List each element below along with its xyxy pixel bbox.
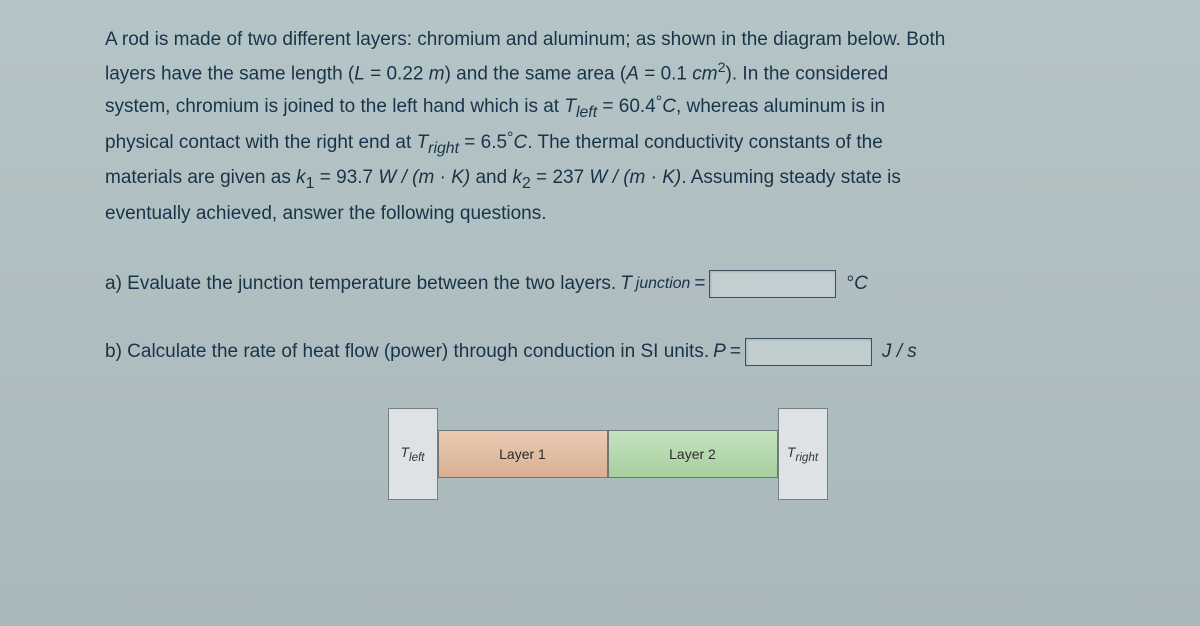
layer-1: Layer 1 [438, 430, 608, 478]
text-line1: A rod is made of two different layers: c… [105, 29, 945, 50]
problem-statement: A rod is made of two different layers: c… [105, 24, 1110, 230]
qb-unit: J / s [882, 341, 917, 363]
unit-C1: C [662, 96, 676, 117]
unit-L: m [423, 64, 444, 85]
qb-P-sym: P [713, 341, 726, 363]
text-line4b: . The thermal conductivity constants of … [527, 132, 883, 153]
text-line2b: ) and the same area ( [445, 64, 627, 85]
rod-diagram-inner: Tleft Layer 1 Layer 2 Tright [388, 408, 828, 500]
unit-k2: W / (m · K) [584, 167, 681, 188]
text-line5b: and [470, 167, 512, 188]
sym-L: L [354, 64, 365, 85]
text-line2c: ). In the considered [726, 64, 889, 85]
answer-input-b[interactable] [745, 338, 872, 366]
eq6: = [531, 167, 553, 188]
text-line5c: . Assuming steady state is [681, 167, 901, 188]
eq2: = [639, 64, 661, 85]
qa-text: a) Evaluate the junction temperature bet… [105, 273, 616, 295]
text-line4a: physical contact with the right end at [105, 132, 417, 153]
right-cap: Tright [778, 408, 828, 500]
answer-input-a[interactable] [709, 270, 836, 298]
val-k2: 237 [552, 167, 584, 188]
sub-Tright: right [428, 139, 459, 156]
sym-Tright: T [417, 132, 429, 153]
physics-problem-page: A rod is made of two different layers: c… [0, 0, 1200, 626]
deg1: ° [656, 93, 662, 111]
sub-k2: 2 [522, 175, 531, 192]
rod-diagram: Tleft Layer 1 Layer 2 Tright [105, 408, 1110, 500]
left-cap: Tleft [388, 408, 438, 500]
qa-unit: °C [846, 273, 867, 295]
val-Tright: 6.5 [481, 132, 507, 153]
eq5: = [314, 167, 336, 188]
val-L: 0.22 [386, 64, 423, 85]
text-line5a: materials are given as [105, 167, 296, 188]
sym-k2: k [512, 167, 522, 188]
qb-text: b) Calculate the rate of heat flow (powe… [105, 341, 709, 363]
sub-Tleft: left [576, 104, 597, 121]
val-Tleft: 60.4 [619, 96, 656, 117]
question-a: a) Evaluate the junction temperature bet… [105, 270, 1110, 298]
qa-Tj-sym: T [620, 273, 632, 295]
eq1: = [365, 64, 387, 85]
text-line3b: , whereas aluminum is in [676, 96, 885, 117]
deg2: ° [507, 129, 513, 147]
text-line6: eventually achieved, answer the followin… [105, 203, 547, 224]
layer-2: Layer 2 [608, 430, 778, 478]
text-line3a: system, chromium is joined to the left h… [105, 96, 564, 117]
eq4: = [459, 132, 481, 153]
unit-A-sup: 2 [718, 60, 726, 76]
sym-Tleft: T [564, 96, 576, 117]
qb-equals: = [730, 341, 741, 363]
text-line2a: layers have the same length ( [105, 64, 354, 85]
unit-k1: W / (m · K) [373, 167, 470, 188]
qa-equals: = [694, 273, 705, 295]
sym-k1: k [296, 167, 306, 188]
question-b: b) Calculate the rate of heat flow (powe… [105, 338, 1110, 366]
unit-A-pre: cm [687, 64, 718, 85]
val-k1: 93.7 [336, 167, 373, 188]
unit-C2: C [514, 132, 528, 153]
eq3: = [597, 96, 619, 117]
val-A: 0.1 [661, 64, 687, 85]
sym-A: A [626, 64, 639, 85]
qa-Tj-sub: junction [636, 275, 691, 293]
